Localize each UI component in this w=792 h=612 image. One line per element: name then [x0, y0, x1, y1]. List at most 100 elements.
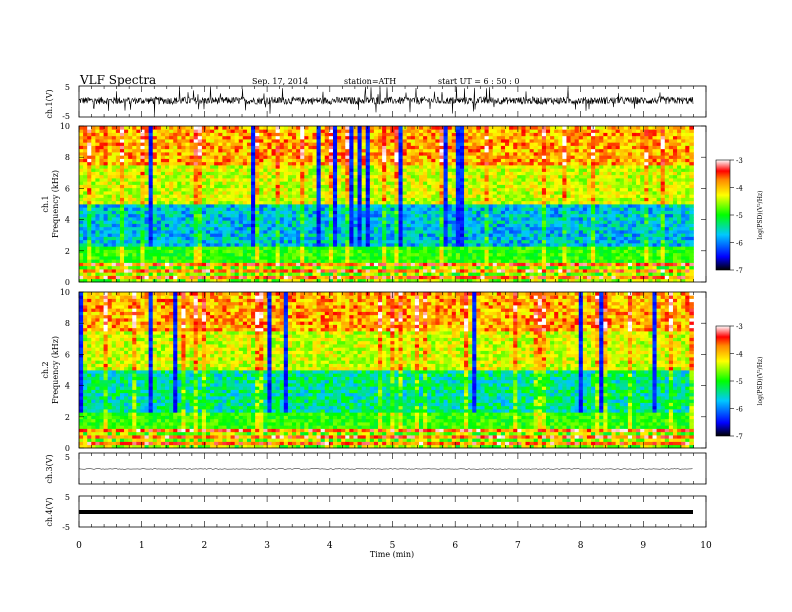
ch1-spec-cell	[132, 158, 137, 163]
ch1-spec-cell	[451, 132, 457, 137]
ch1-spec-cell	[275, 200, 281, 205]
ch1-spec-cell	[431, 129, 436, 133]
ch1-spec-cell	[197, 158, 203, 163]
ch1-spec-cell	[488, 178, 494, 182]
ch1-spec-cell	[132, 210, 137, 215]
ch1-spec-cell	[369, 200, 375, 205]
ch1-spec-cell	[263, 269, 268, 273]
ch1-spec-cell	[332, 194, 338, 198]
ch1-spec-cell	[267, 207, 272, 211]
ch1-spec-cell	[312, 178, 317, 182]
ch1-spec-cell	[459, 168, 465, 172]
ch1-spec-cell	[132, 161, 137, 166]
ch1-spec-cell	[283, 184, 289, 189]
ch1-spec-cell	[312, 152, 317, 156]
ch1-spec-cell	[328, 246, 334, 250]
ch1-spec-cell	[439, 135, 444, 140]
ch1-spec-cell	[369, 126, 375, 130]
ch1-spec-cell	[357, 197, 363, 202]
ch1-spec-cell	[332, 161, 338, 166]
ch1-spec-cell	[308, 197, 313, 202]
ch1-spec-cell	[152, 256, 158, 260]
ch1-spec-cell	[152, 168, 158, 172]
ch1-spec-cell	[205, 246, 211, 250]
ch1-spec-cell	[476, 210, 481, 215]
ch1-spec-cell	[107, 217, 113, 221]
ch1-spec-cell	[201, 184, 207, 189]
ch1-spec-cell	[185, 243, 191, 247]
ch1-spec-cell	[99, 129, 104, 133]
ch1-spec-cell	[373, 272, 379, 276]
ch1-spec-cell	[316, 236, 322, 241]
ch1-spec-cell	[230, 155, 236, 159]
ch1-spec-cell	[451, 249, 457, 254]
ch1-spec-cell	[337, 187, 342, 192]
ch1-spec-cell	[382, 184, 387, 189]
ch1-spec-cell	[230, 236, 236, 241]
ch1-spec-cell	[193, 187, 199, 192]
ch1-spec-cell	[242, 249, 248, 254]
ch1-spec-cell	[324, 272, 330, 276]
ch1-spec-cell	[267, 135, 272, 140]
ch1-spec-cell	[238, 246, 244, 250]
ch1-spec-cell	[464, 200, 469, 205]
ch1-spec-cell	[177, 207, 182, 211]
ch1-spec-cell	[107, 220, 113, 224]
ch1-spec-cell	[173, 236, 178, 241]
ch1-spec-cell	[455, 132, 461, 137]
ch1-spec-cell	[328, 275, 334, 280]
ch1-spec-cell	[435, 200, 440, 205]
ch1-spec-cell	[484, 184, 490, 189]
ch1-spec-cell	[451, 226, 457, 231]
ch1-spec-cell	[373, 135, 379, 140]
ch1-spec-cell	[148, 272, 154, 276]
ch1-spec-cell	[484, 148, 490, 153]
ch1-spec-cell	[140, 174, 145, 179]
ch1-spec-cell	[373, 220, 379, 224]
ch1-spec-cell	[353, 126, 358, 130]
ch1-spec-cell	[435, 239, 440, 244]
ch1-spec-cell	[115, 272, 121, 276]
ch1-spec-cell	[173, 230, 178, 234]
ch1-spec-cell	[308, 152, 313, 156]
ch1-spec-cell	[83, 262, 88, 267]
ch1-spec-cell	[419, 126, 424, 130]
ch1-spec-cell	[152, 187, 158, 192]
ch1-spec-cell	[468, 249, 473, 254]
ch1-spec-cell	[414, 223, 420, 228]
ch1-spec-cell	[316, 243, 322, 247]
ch1-spec-cell	[402, 223, 408, 228]
ch1-spec-cell	[308, 126, 313, 130]
ch1-spec-cell	[275, 194, 281, 198]
ch1-spec-cell	[214, 269, 219, 273]
ch1-spec-cell	[402, 269, 408, 273]
ch1-spec-cell	[419, 236, 424, 241]
ch1-spec-cell	[431, 256, 436, 260]
ch1-spec-cell	[287, 252, 293, 257]
ch1-spec-cell	[99, 226, 104, 231]
ch1-spec-cell	[263, 249, 268, 254]
ch1-spec-cell	[357, 204, 363, 208]
ch1-spec-cell	[382, 239, 387, 244]
ch1-spec-cell	[304, 200, 309, 205]
ch1-spec-cell	[431, 262, 436, 267]
ch1-spec-cell	[402, 178, 408, 182]
ch1-spec-cell	[316, 272, 322, 276]
ch1-spec-cell	[160, 256, 166, 260]
ch1-spec-cell	[148, 187, 154, 192]
ch1-spec-cell	[169, 249, 174, 254]
ch1-spec-cell	[345, 213, 350, 218]
ch1-spec-cell	[369, 194, 375, 198]
ch1-spec-cell	[304, 204, 309, 208]
ch1-spec-cell	[423, 148, 428, 153]
ch1-spec-cell	[476, 139, 481, 143]
ch1-spec-cell	[169, 126, 174, 130]
ch1-spec-cell	[119, 145, 125, 150]
ch1-spec-cell	[447, 217, 453, 221]
ch1-spec-cell	[87, 204, 92, 208]
ch1-spec-cell	[398, 220, 404, 224]
ch1-spec-cell	[308, 132, 313, 137]
ch1-spec-cell	[349, 168, 354, 172]
ch1-spec-cell	[173, 220, 178, 224]
ch1-spec-cell	[124, 223, 129, 228]
